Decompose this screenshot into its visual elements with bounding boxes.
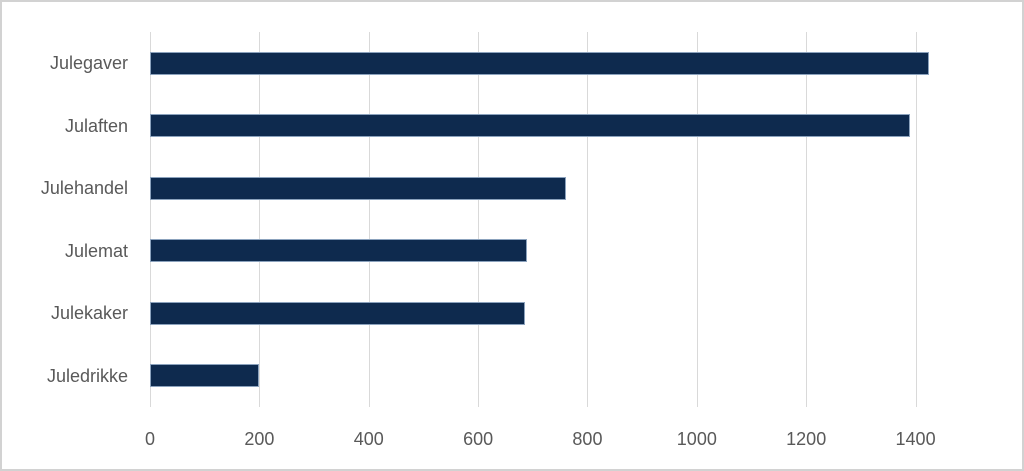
gridline-800 — [587, 32, 589, 407]
bar-julemat — [150, 239, 528, 263]
gridline-1400 — [915, 32, 917, 407]
x-tick-label-600: 600 — [463, 429, 494, 449]
gridline-200 — [259, 32, 261, 407]
gridline-600 — [478, 32, 480, 407]
gridline-400 — [368, 32, 370, 407]
gridline-1000 — [696, 32, 698, 407]
bar-julaften — [150, 114, 911, 138]
category-label-julegaver: Julegaver — [49, 53, 128, 74]
bar-julehandel — [150, 176, 566, 200]
x-tick-label-200: 200 — [244, 429, 275, 449]
category-label-julehandel: Julehandel — [40, 178, 128, 199]
x-tick-label-0: 0 — [144, 429, 155, 449]
bar-julekaker — [150, 301, 525, 325]
x-tick-label-1200: 1200 — [786, 429, 827, 449]
value-axis-line — [150, 32, 151, 407]
category-label-juledrikke: Juledrikke — [46, 365, 128, 386]
x-tick-label-800: 800 — [572, 429, 603, 449]
bar-juledrikke — [150, 364, 260, 388]
bar-julegaver — [150, 51, 930, 75]
category-label-julemat: Julemat — [64, 240, 128, 261]
category-label-julaften: Julaften — [64, 115, 128, 136]
x-tick-label-1400: 1400 — [895, 429, 936, 449]
gridline-1200 — [806, 32, 808, 407]
category-label-julekaker: Julekaker — [50, 303, 128, 324]
x-tick-label-400: 400 — [353, 429, 384, 449]
x-tick-label-1000: 1000 — [676, 429, 717, 449]
